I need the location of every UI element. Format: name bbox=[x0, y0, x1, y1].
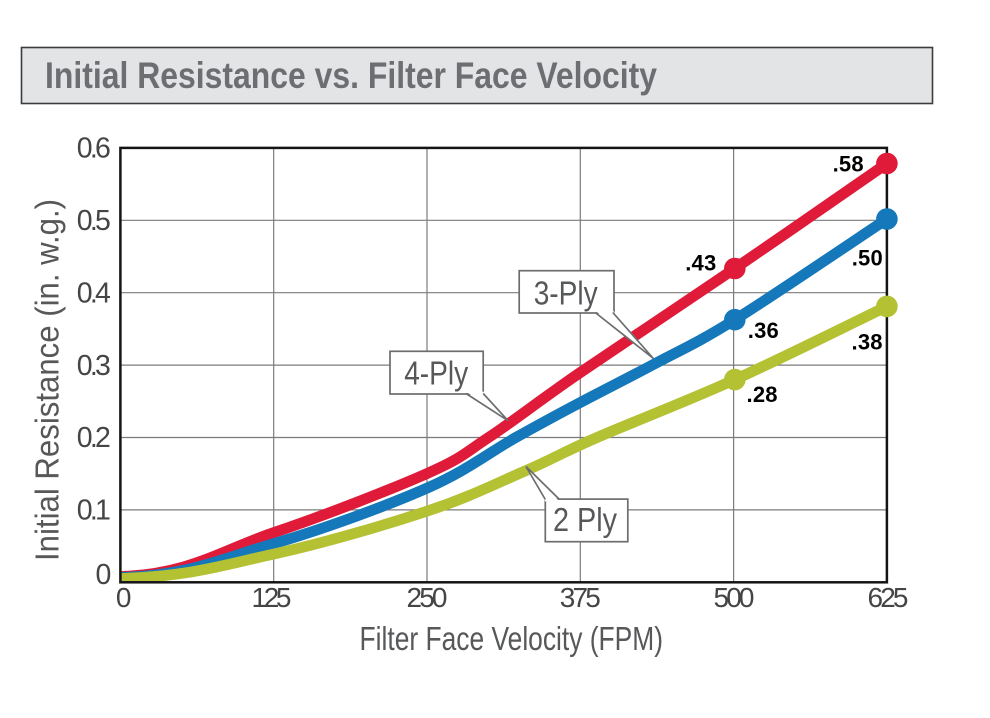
svg-text:.38: .38 bbox=[852, 330, 883, 355]
svg-text:625: 625 bbox=[868, 582, 909, 613]
svg-text:3-Ply: 3-Ply bbox=[534, 274, 598, 311]
svg-text:0.1: 0.1 bbox=[77, 495, 111, 527]
svg-text:.43: .43 bbox=[685, 251, 716, 276]
svg-text:Initial Resistance vs. Filter: Initial Resistance vs. Filter Face Veloc… bbox=[45, 54, 657, 96]
svg-text:0: 0 bbox=[116, 582, 132, 613]
svg-text:0.6: 0.6 bbox=[77, 133, 111, 165]
svg-text:.36: .36 bbox=[748, 318, 779, 343]
svg-text:0.5: 0.5 bbox=[77, 205, 111, 237]
svg-text:.50: .50 bbox=[852, 246, 883, 271]
svg-text:0.2: 0.2 bbox=[77, 422, 111, 454]
svg-text:250: 250 bbox=[407, 582, 448, 613]
svg-text:Initial Resistance (in. w.g.): Initial Resistance (in. w.g.) bbox=[29, 199, 66, 561]
svg-text:Filter Face Velocity (FPM): Filter Face Velocity (FPM) bbox=[360, 621, 664, 658]
svg-text:0.4: 0.4 bbox=[77, 277, 111, 309]
svg-text:.28: .28 bbox=[747, 382, 778, 407]
svg-text:2 Ply: 2 Ply bbox=[553, 501, 617, 538]
svg-text:500: 500 bbox=[714, 582, 755, 613]
svg-text:125: 125 bbox=[252, 582, 292, 613]
svg-text:0: 0 bbox=[95, 559, 111, 591]
svg-text:4-Ply: 4-Ply bbox=[404, 355, 468, 392]
svg-text:.58: .58 bbox=[833, 152, 864, 177]
svg-text:375: 375 bbox=[560, 582, 601, 613]
svg-text:0.3: 0.3 bbox=[77, 350, 111, 382]
